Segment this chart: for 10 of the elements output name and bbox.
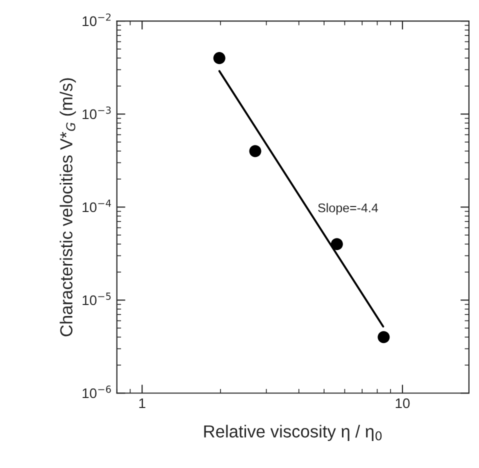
y-tick-label: 10$^{−3}$: [82, 106, 111, 120]
y-tick-label: 10$^{−4}$: [82, 200, 111, 212]
y-tick-label: 10$^{−5}$: [82, 292, 111, 306]
x-axis-title: Relative viscosity η / η$_{0}$: [204, 424, 382, 441]
x-tick-label: 1: [139, 398, 146, 408]
x-tick-label: 10: [396, 398, 410, 408]
y-axis-title: Characteristic velocities V*$_{G}$ (m/s): [60, 78, 76, 336]
y-tick-label: 10$^{−6}$: [82, 386, 111, 398]
annotation: Slope=-4.4: [318, 203, 378, 215]
y-tick-label: 10$^{−2}$: [82, 13, 111, 26]
